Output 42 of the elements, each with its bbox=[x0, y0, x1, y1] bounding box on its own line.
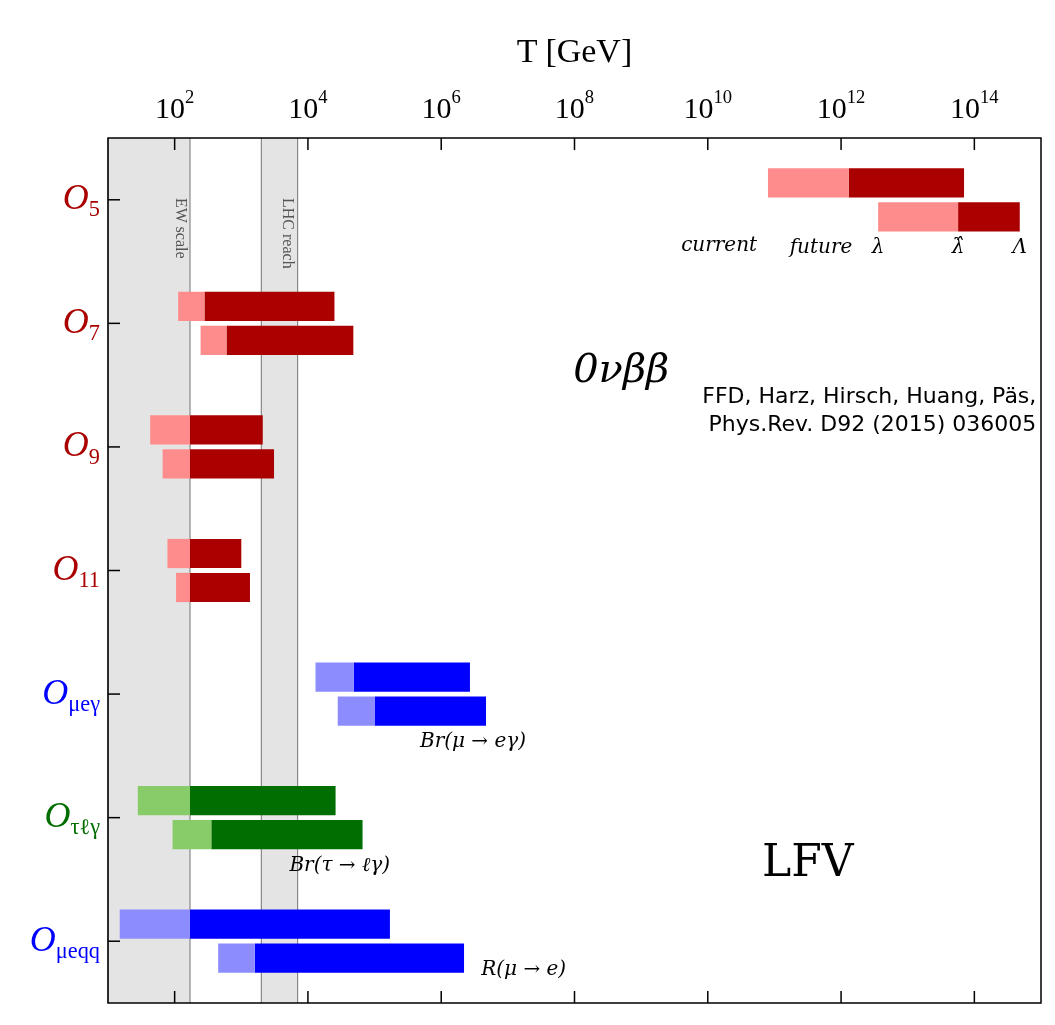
bar bbox=[190, 449, 275, 479]
bar bbox=[958, 202, 1020, 232]
bar bbox=[254, 943, 465, 973]
annotation: Λ bbox=[1010, 234, 1027, 259]
bar bbox=[119, 909, 190, 939]
bar bbox=[137, 786, 190, 816]
bar bbox=[190, 538, 242, 569]
bar bbox=[190, 415, 263, 445]
bar bbox=[190, 909, 390, 939]
bar bbox=[172, 820, 212, 850]
annotation: future bbox=[787, 234, 853, 259]
annotation: FFD, Harz, Hirsch, Huang, Päs, Phys.Rev. D92 (2015) 036005 bbox=[702, 383, 1037, 437]
annotation: LFV bbox=[761, 835, 855, 887]
bar bbox=[353, 662, 470, 692]
bar bbox=[190, 786, 336, 816]
bar bbox=[226, 325, 354, 355]
annotation: λ̂ bbox=[950, 234, 965, 259]
bar bbox=[211, 820, 363, 850]
bar bbox=[878, 202, 959, 232]
bar bbox=[190, 572, 250, 603]
bar bbox=[162, 449, 190, 479]
annotation: Br(μ → eγ) bbox=[418, 728, 527, 753]
band-label: LHC reach bbox=[280, 198, 298, 269]
bar bbox=[167, 538, 190, 569]
bar bbox=[337, 696, 375, 726]
bar bbox=[374, 696, 487, 726]
annotation: current bbox=[681, 232, 759, 257]
annotation: R(μ → e) bbox=[480, 956, 567, 981]
bar bbox=[178, 291, 205, 321]
bar bbox=[218, 943, 255, 973]
band-label: EW scale bbox=[172, 198, 190, 259]
bar bbox=[767, 168, 849, 198]
x-axis-title: T [GeV] bbox=[516, 31, 633, 69]
bar bbox=[204, 291, 335, 321]
bar bbox=[315, 662, 354, 692]
bar bbox=[848, 168, 965, 198]
annotation: Br(τ → ℓγ) bbox=[288, 852, 391, 877]
bar bbox=[176, 572, 190, 603]
bar bbox=[150, 415, 190, 445]
bar bbox=[200, 325, 227, 355]
annotation: λ bbox=[870, 234, 885, 259]
annotation: 0νββ bbox=[573, 344, 670, 391]
